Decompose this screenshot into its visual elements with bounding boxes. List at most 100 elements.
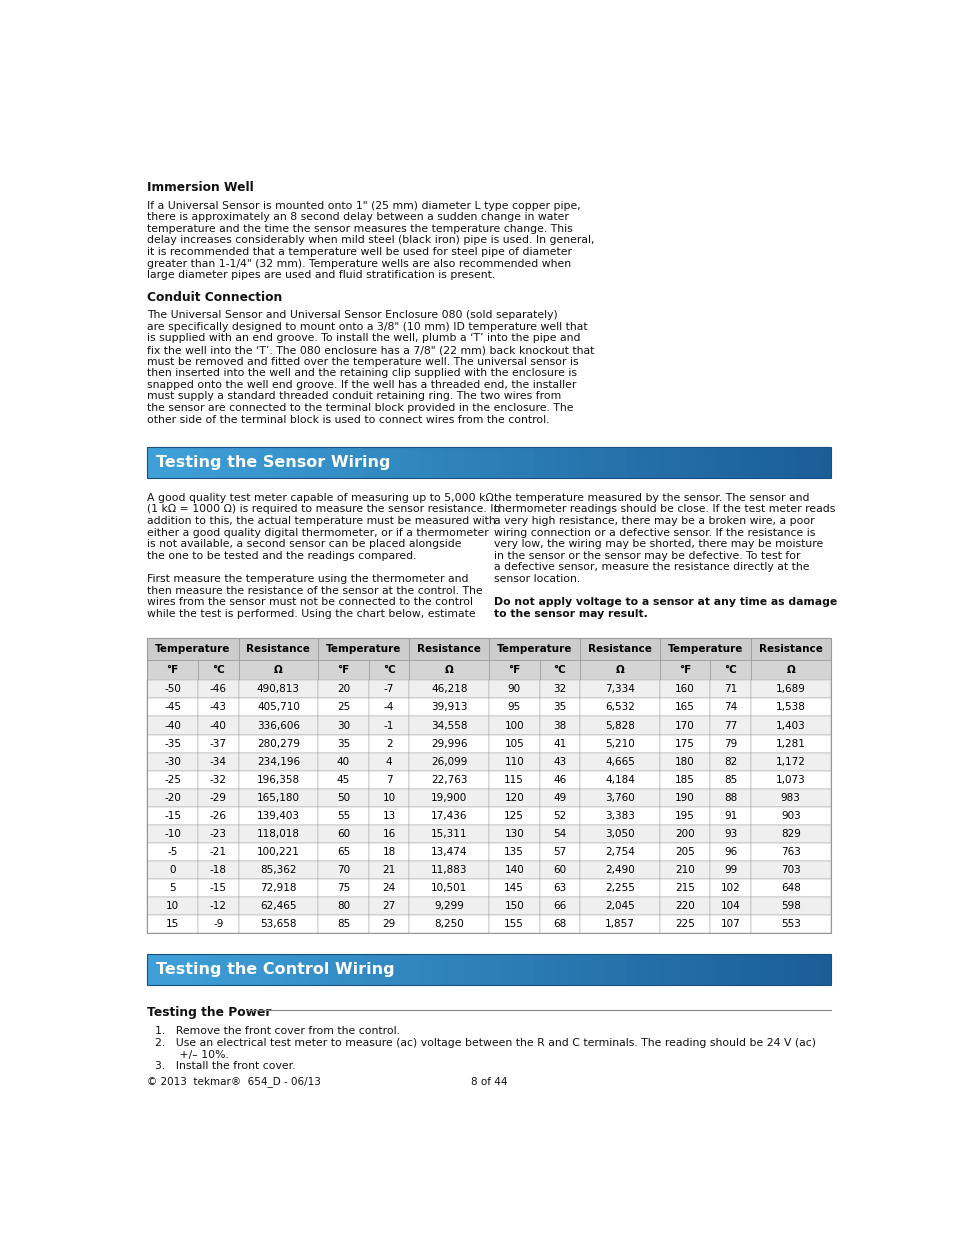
- Text: 983: 983: [780, 793, 800, 803]
- Text: large diameter pipes are used and fluid stratification is present.: large diameter pipes are used and fluid …: [147, 270, 495, 280]
- Bar: [750, 735, 830, 752]
- Bar: [488, 735, 539, 752]
- Bar: [443, 447, 455, 478]
- Bar: [557, 447, 568, 478]
- Text: a very high resistance, there may be a broken wire, a poor: a very high resistance, there may be a b…: [494, 516, 814, 526]
- Bar: [369, 879, 409, 897]
- Text: 165: 165: [675, 703, 694, 713]
- Bar: [147, 447, 830, 478]
- Text: 130: 130: [504, 829, 523, 839]
- Bar: [238, 771, 317, 789]
- Text: 4,665: 4,665: [604, 757, 635, 767]
- Bar: [198, 825, 238, 844]
- Bar: [420, 955, 432, 984]
- Text: 90: 90: [507, 684, 520, 694]
- Bar: [784, 955, 796, 984]
- Bar: [198, 915, 238, 934]
- Bar: [807, 955, 819, 984]
- Text: 16: 16: [382, 829, 395, 839]
- Bar: [238, 844, 317, 861]
- Text: 140: 140: [504, 864, 523, 876]
- Text: 19,900: 19,900: [431, 793, 467, 803]
- Text: 93: 93: [723, 829, 737, 839]
- Bar: [659, 915, 710, 934]
- Text: 41: 41: [553, 739, 566, 748]
- Text: 195: 195: [675, 811, 694, 821]
- Bar: [238, 825, 317, 844]
- Text: 3,383: 3,383: [604, 811, 635, 821]
- Bar: [409, 771, 488, 789]
- Bar: [250, 955, 261, 984]
- Text: 39,913: 39,913: [431, 703, 467, 713]
- Bar: [534, 955, 545, 984]
- Text: -30: -30: [164, 757, 181, 767]
- Bar: [198, 771, 238, 789]
- Bar: [681, 447, 693, 478]
- Bar: [579, 789, 659, 806]
- Bar: [796, 955, 807, 984]
- Text: snapped onto the well end groove. If the well has a threaded end, the installer: snapped onto the well end groove. If the…: [147, 380, 577, 390]
- Bar: [432, 955, 443, 984]
- Text: 763: 763: [780, 847, 800, 857]
- Text: 829: 829: [780, 829, 800, 839]
- Text: 71: 71: [723, 684, 737, 694]
- Bar: [204, 955, 215, 984]
- Bar: [369, 716, 409, 735]
- Bar: [198, 735, 238, 752]
- Bar: [625, 955, 637, 984]
- Bar: [455, 955, 466, 984]
- Bar: [386, 447, 397, 478]
- Text: 17,436: 17,436: [431, 811, 467, 821]
- Bar: [198, 897, 238, 915]
- Text: then inserted into the well and the retaining clip supplied with the enclosure i: then inserted into the well and the reta…: [147, 368, 577, 378]
- Bar: [739, 447, 750, 478]
- Bar: [369, 806, 409, 825]
- Text: 2,045: 2,045: [604, 902, 634, 911]
- Text: 2,255: 2,255: [604, 883, 635, 893]
- Text: must supply a standard threaded conduit retaining ring. The two wires from: must supply a standard threaded conduit …: [147, 391, 561, 401]
- Bar: [409, 735, 488, 752]
- Text: 2.   Use an electrical test meter to measure (ac) voltage between the R and C te: 2. Use an electrical test meter to measu…: [154, 1039, 815, 1049]
- Bar: [579, 897, 659, 915]
- Bar: [511, 955, 522, 984]
- Text: sensor location.: sensor location.: [494, 574, 580, 584]
- Bar: [147, 844, 198, 861]
- Bar: [710, 771, 750, 789]
- Text: 30: 30: [336, 720, 350, 731]
- Text: 99: 99: [723, 864, 737, 876]
- Bar: [659, 955, 670, 984]
- Text: 8,250: 8,250: [434, 919, 463, 929]
- Text: 15,311: 15,311: [431, 829, 467, 839]
- Text: delay increases considerably when mild steel (black iron) pipe is used. In gener: delay increases considerably when mild s…: [147, 236, 595, 246]
- Bar: [158, 955, 170, 984]
- Text: 1,538: 1,538: [775, 703, 805, 713]
- Text: 65: 65: [336, 847, 350, 857]
- Bar: [488, 789, 539, 806]
- Bar: [579, 771, 659, 789]
- Text: 150: 150: [504, 902, 523, 911]
- Bar: [796, 447, 807, 478]
- Bar: [147, 771, 198, 789]
- Bar: [409, 637, 488, 661]
- Text: Resistance: Resistance: [416, 643, 480, 655]
- Bar: [659, 789, 710, 806]
- Text: 102: 102: [720, 883, 740, 893]
- Text: 104: 104: [720, 902, 740, 911]
- Bar: [363, 955, 375, 984]
- Text: Immersion Well: Immersion Well: [147, 182, 253, 194]
- Bar: [522, 447, 534, 478]
- Bar: [539, 844, 579, 861]
- Bar: [579, 915, 659, 934]
- Bar: [568, 447, 579, 478]
- Bar: [659, 825, 710, 844]
- Text: thermometer readings should be close. If the test meter reads: thermometer readings should be close. If…: [494, 504, 835, 515]
- Text: Conduit Connection: Conduit Connection: [147, 291, 282, 304]
- Text: 26,099: 26,099: [431, 757, 467, 767]
- Text: there is approximately an 8 second delay between a sudden change in water: there is approximately an 8 second delay…: [147, 212, 569, 222]
- Text: -7: -7: [383, 684, 394, 694]
- Text: Testing the Control Wiring: Testing the Control Wiring: [156, 962, 395, 977]
- Bar: [659, 844, 710, 861]
- Text: 3,050: 3,050: [604, 829, 634, 839]
- Text: -40: -40: [164, 720, 181, 731]
- Text: 96: 96: [723, 847, 737, 857]
